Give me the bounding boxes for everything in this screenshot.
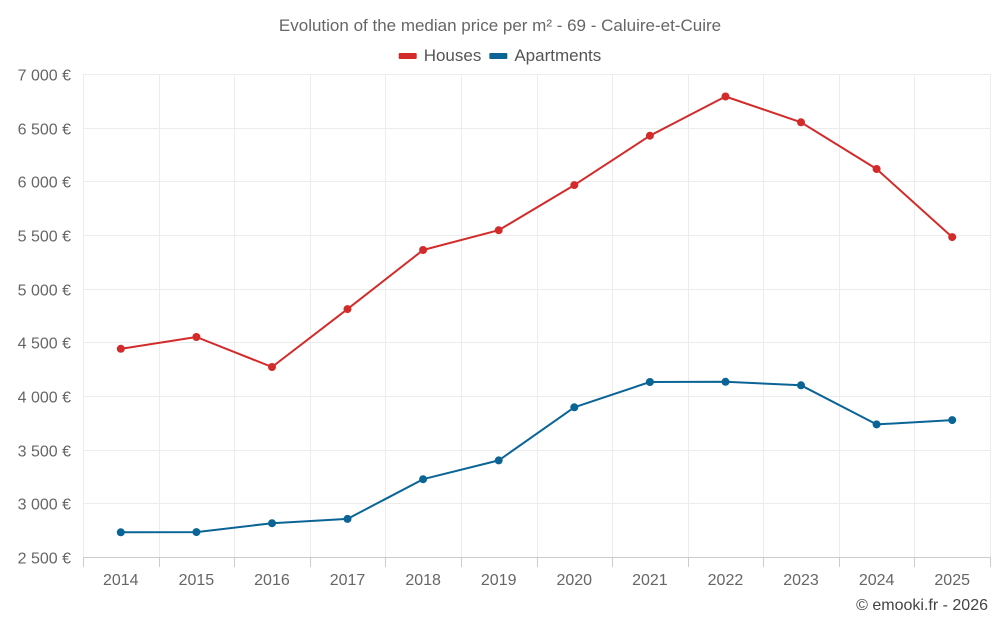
data-point-apartments [343,514,352,523]
legend-label: Apartments [514,46,601,65]
x-tick-label: 2023 [783,572,819,589]
data-point-houses [116,344,125,353]
x-axis: 2014 2015 2016 2017 2018 2019 2020 2021 2022 2023… [83,557,991,589]
legend-swatch [398,53,417,59]
data-point-apartments [797,381,805,390]
data-point-apartments [948,416,957,425]
x-tick-label: 2024 [859,572,895,589]
data-point-houses [570,181,579,190]
grid [83,74,991,558]
legend-item-houses: Houses [398,46,482,65]
data-point-houses [192,333,201,341]
data-point-houses [494,226,503,235]
y-tick-label: 2 500 € [18,551,71,568]
y-tick-label: 3 000 € [18,497,71,514]
y-tick-label: 5 000 € [18,283,71,300]
legend-item-apartments: Apartments [489,46,601,65]
y-tick-label: 6 500 € [18,122,71,139]
y-tick-label: 7 000 € [18,68,71,85]
x-tick-label: 2016 [254,572,290,589]
data-point-apartments [645,378,654,386]
x-tick-label: 2014 [103,572,139,589]
y-tick-label: 4 000 € [18,390,71,407]
x-tick-label: 2020 [556,572,592,589]
data-point-apartments [116,528,125,537]
credit-text: © emooki.fr - 2026 [856,597,988,614]
data-point-apartments [192,528,201,537]
y-tick-label: 3 500 € [18,444,71,461]
x-tick-label: 2017 [330,572,366,589]
x-tick-label: 2021 [632,572,668,589]
data-point-apartments [872,420,881,429]
data-point-apartments [494,456,503,465]
legend-label: Houses [424,46,482,65]
data-point-houses [721,92,730,101]
series-line-apartments [120,380,953,534]
y-tick-label: 4 500 € [18,336,71,353]
legend: Houses Apartments [398,46,601,65]
y-tick-label: 6 000 € [18,175,71,192]
series [116,92,957,537]
x-tick-label: 2018 [405,572,441,589]
data-point-houses [797,118,805,127]
y-tick-label: 5 500 € [18,229,71,246]
x-tick-label: 2019 [481,572,517,589]
data-point-houses [645,131,654,140]
data-point-houses [419,246,428,254]
data-point-apartments [268,519,276,528]
data-point-apartments [419,475,428,484]
data-point-houses [872,165,881,173]
data-point-apartments [570,403,579,412]
series-line-houses [120,95,953,368]
data-point-houses [948,233,957,242]
x-tick-label: 2022 [708,572,744,589]
x-tick-label: 2025 [934,572,970,589]
chart-title: Evolution of the median price per m² - 6… [279,16,721,35]
data-point-houses [268,363,276,371]
data-point-houses [343,305,352,314]
data-point-apartments [721,377,730,386]
y-axis: 2 500 € 3 000 € 3 500 € 4 000 € 4 500 € 5 000… [18,68,71,568]
x-tick-label: 2015 [179,572,215,589]
legend-swatch [489,53,508,59]
